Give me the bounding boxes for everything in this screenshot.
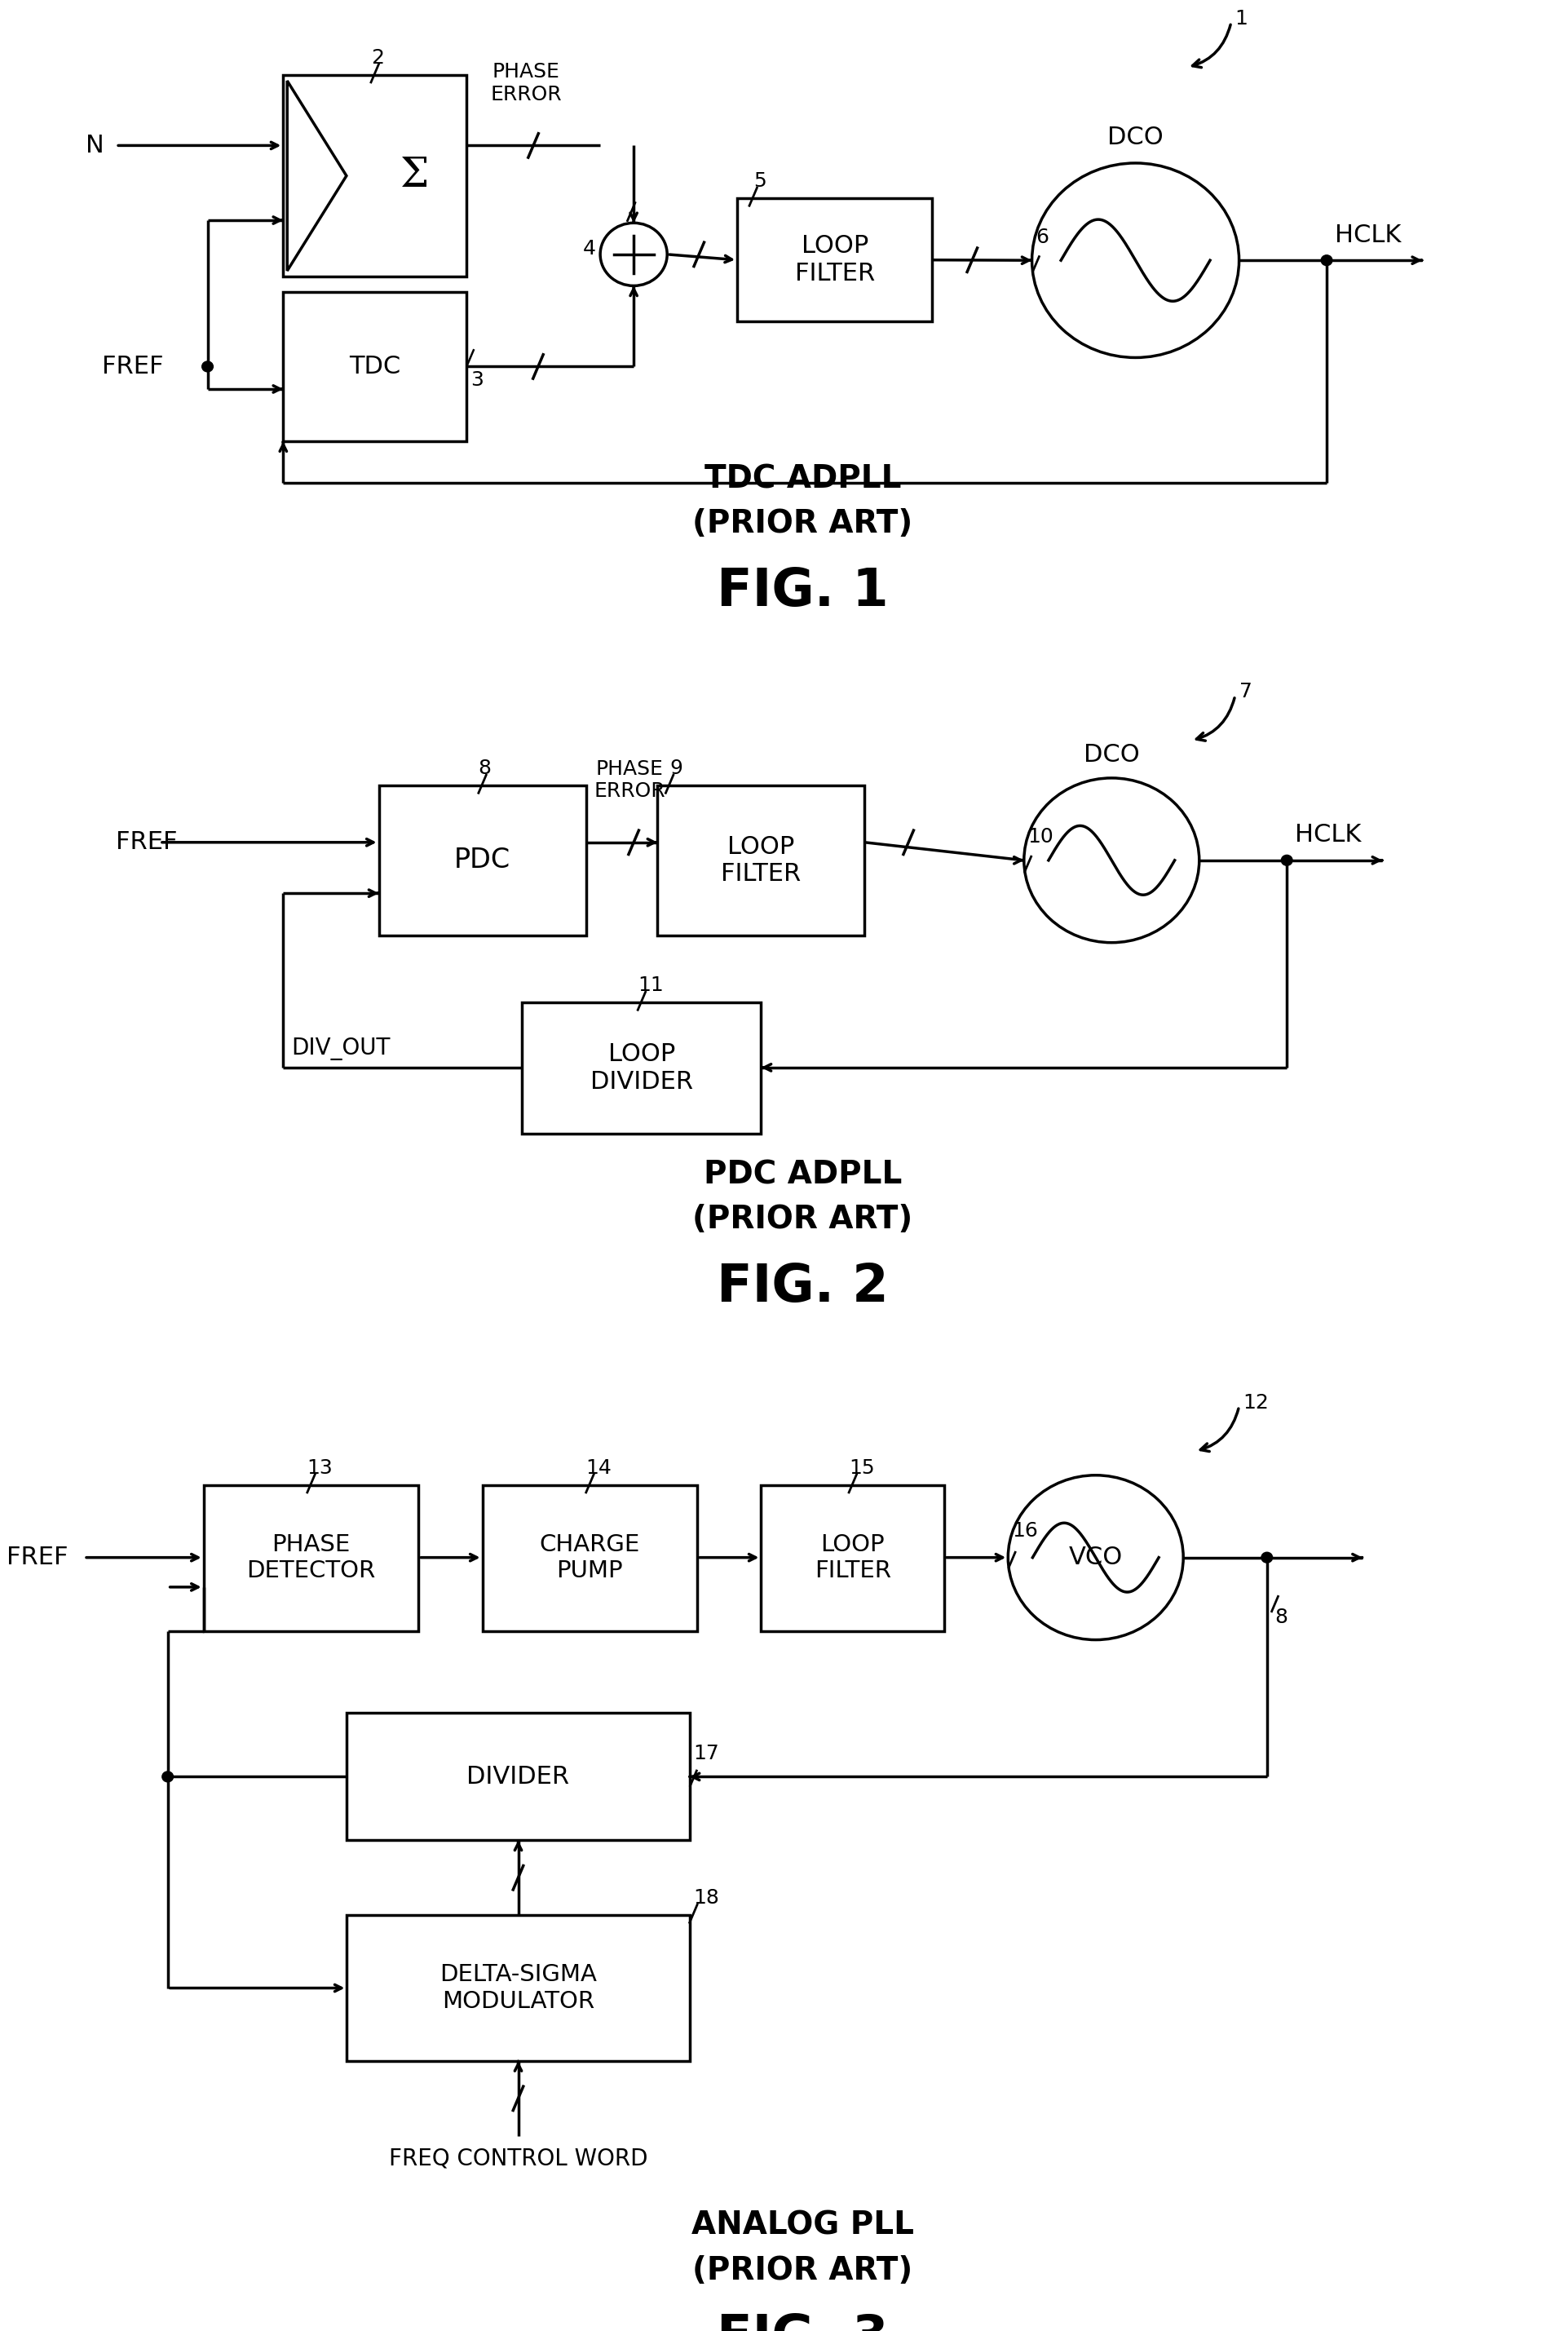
Text: FIG. 1: FIG. 1 xyxy=(717,566,887,615)
Text: 8: 8 xyxy=(478,758,491,779)
Text: (PRIOR ART): (PRIOR ART) xyxy=(691,1203,913,1235)
Text: 16: 16 xyxy=(1011,1522,1038,1541)
Text: N: N xyxy=(85,133,103,156)
Text: 3: 3 xyxy=(470,371,483,389)
Text: VCO: VCO xyxy=(1068,1545,1123,1569)
Bar xyxy=(737,198,931,322)
Bar xyxy=(760,1485,944,1632)
Circle shape xyxy=(1008,1476,1182,1639)
Text: 12: 12 xyxy=(1242,1394,1269,1413)
Text: FIG. 3: FIG. 3 xyxy=(717,2312,887,2331)
Text: (PRIOR ART): (PRIOR ART) xyxy=(691,2254,913,2287)
Text: 15: 15 xyxy=(848,1457,873,1478)
Circle shape xyxy=(601,224,666,287)
Text: LOOP
FILTER: LOOP FILTER xyxy=(795,235,875,284)
Bar xyxy=(347,1713,688,1839)
Text: TDC ADPLL: TDC ADPLL xyxy=(704,464,900,494)
Text: 7: 7 xyxy=(1239,683,1251,702)
Text: LOOP
FILTER: LOOP FILTER xyxy=(721,834,801,886)
Text: 10: 10 xyxy=(1027,828,1054,846)
Text: DIV_OUT: DIV_OUT xyxy=(292,1037,390,1061)
Text: Σ: Σ xyxy=(400,156,430,196)
Text: FIG. 2: FIG. 2 xyxy=(717,1261,887,1312)
Text: 17: 17 xyxy=(693,1744,720,1762)
Text: 14: 14 xyxy=(585,1457,612,1478)
Bar xyxy=(284,291,466,441)
Text: ANALOG PLL: ANALOG PLL xyxy=(691,2210,914,2240)
Text: LOOP
DIVIDER: LOOP DIVIDER xyxy=(590,1042,693,1093)
Text: FREF: FREF xyxy=(102,354,163,378)
Circle shape xyxy=(1032,163,1239,357)
Text: FREQ CONTROL WORD: FREQ CONTROL WORD xyxy=(389,2147,648,2170)
Circle shape xyxy=(1281,855,1292,865)
Text: 9: 9 xyxy=(670,758,682,779)
Text: 6: 6 xyxy=(1035,228,1049,247)
Text: PHASE
DETECTOR: PHASE DETECTOR xyxy=(246,1534,375,1583)
Text: PHASE
ERROR: PHASE ERROR xyxy=(594,760,665,802)
Circle shape xyxy=(1024,779,1198,942)
Text: 18: 18 xyxy=(693,1888,720,1907)
Text: DCO: DCO xyxy=(1107,126,1163,149)
Text: HCLK: HCLK xyxy=(1334,224,1400,247)
Circle shape xyxy=(202,361,213,373)
Text: FREF: FREF xyxy=(6,1545,67,1569)
Text: 11: 11 xyxy=(637,974,663,995)
Text: HCLK: HCLK xyxy=(1294,823,1361,846)
Text: 13: 13 xyxy=(307,1457,332,1478)
Bar xyxy=(378,786,585,935)
Bar xyxy=(522,1002,760,1133)
Text: FREF: FREF xyxy=(116,830,177,853)
Bar xyxy=(204,1485,419,1632)
Text: 1: 1 xyxy=(1234,9,1248,28)
Text: PDC: PDC xyxy=(453,846,510,874)
Text: CHARGE
PUMP: CHARGE PUMP xyxy=(539,1534,640,1583)
Text: DCO: DCO xyxy=(1083,744,1138,767)
Text: 8: 8 xyxy=(1275,1608,1287,1627)
Bar xyxy=(481,1485,698,1632)
Text: 4: 4 xyxy=(583,238,596,259)
Bar xyxy=(347,1916,688,2061)
Text: LOOP
FILTER: LOOP FILTER xyxy=(814,1534,891,1583)
Text: DIVIDER: DIVIDER xyxy=(467,1765,569,1788)
Circle shape xyxy=(1320,254,1331,266)
Text: 2: 2 xyxy=(370,47,384,68)
Text: PHASE
ERROR: PHASE ERROR xyxy=(491,63,561,105)
Circle shape xyxy=(1261,1552,1272,1562)
Bar xyxy=(657,786,864,935)
Bar xyxy=(284,75,466,277)
Text: TDC: TDC xyxy=(348,354,400,378)
Text: PDC ADPLL: PDC ADPLL xyxy=(702,1159,902,1191)
Text: (PRIOR ART): (PRIOR ART) xyxy=(691,508,913,538)
Text: DELTA-SIGMA
MODULATOR: DELTA-SIGMA MODULATOR xyxy=(439,1963,596,2012)
Text: 5: 5 xyxy=(753,170,765,191)
Circle shape xyxy=(162,1772,172,1781)
